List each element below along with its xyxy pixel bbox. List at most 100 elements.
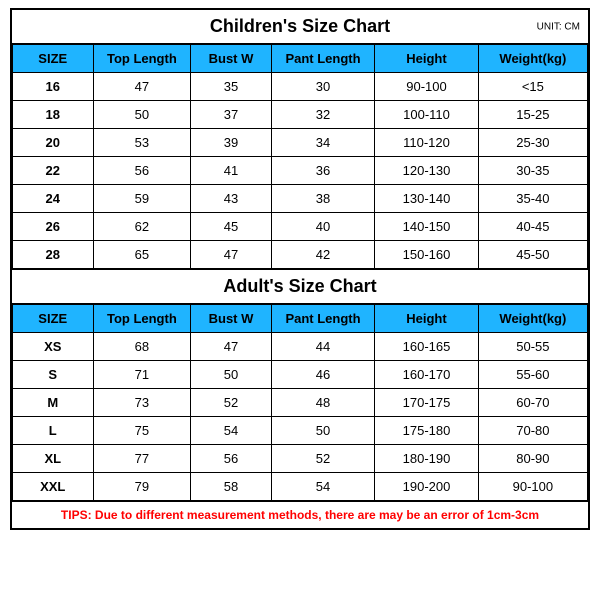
size-cell: 28 bbox=[13, 241, 94, 269]
size-cell: XS bbox=[13, 333, 94, 361]
data-cell: 37 bbox=[191, 101, 272, 129]
children-title-row: Children's Size Chart UNIT: CM bbox=[12, 10, 588, 44]
data-cell: 55-60 bbox=[478, 361, 587, 389]
table-row: 22564136120-13030-35 bbox=[13, 157, 588, 185]
data-cell: 53 bbox=[93, 129, 191, 157]
data-cell: 79 bbox=[93, 473, 191, 501]
data-cell: 140-150 bbox=[375, 213, 479, 241]
data-cell: 47 bbox=[191, 333, 272, 361]
table-row: 24594338130-14035-40 bbox=[13, 185, 588, 213]
data-cell: 15-25 bbox=[478, 101, 587, 129]
table-row: 20533934110-12025-30 bbox=[13, 129, 588, 157]
data-cell: 71 bbox=[93, 361, 191, 389]
table-row: S715046160-17055-60 bbox=[13, 361, 588, 389]
data-cell: 58 bbox=[191, 473, 272, 501]
data-cell: 39 bbox=[191, 129, 272, 157]
size-cell: 20 bbox=[13, 129, 94, 157]
size-cell: M bbox=[13, 389, 94, 417]
data-cell: 34 bbox=[271, 129, 375, 157]
data-cell: 35-40 bbox=[478, 185, 587, 213]
table-row: XS684744160-16550-55 bbox=[13, 333, 588, 361]
data-cell: 70-80 bbox=[478, 417, 587, 445]
size-cell: XL bbox=[13, 445, 94, 473]
data-cell: 40-45 bbox=[478, 213, 587, 241]
column-header: Top Length bbox=[93, 305, 191, 333]
data-cell: 56 bbox=[191, 445, 272, 473]
data-cell: 48 bbox=[271, 389, 375, 417]
children-table: SIZETop LengthBust WPant LengthHeightWei… bbox=[12, 44, 588, 269]
data-cell: 52 bbox=[191, 389, 272, 417]
table-row: 26624540140-15040-45 bbox=[13, 213, 588, 241]
size-chart-container: Children's Size Chart UNIT: CM SIZETop L… bbox=[10, 8, 590, 530]
table-row: XXL795854190-20090-100 bbox=[13, 473, 588, 501]
data-cell: 30 bbox=[271, 73, 375, 101]
adult-table: SIZETop LengthBust WPant LengthHeightWei… bbox=[12, 304, 588, 501]
data-cell: 73 bbox=[93, 389, 191, 417]
data-cell: 65 bbox=[93, 241, 191, 269]
data-cell: 175-180 bbox=[375, 417, 479, 445]
data-cell: 120-130 bbox=[375, 157, 479, 185]
data-cell: <15 bbox=[478, 73, 587, 101]
column-header: Pant Length bbox=[271, 45, 375, 73]
table-row: 1647353090-100<15 bbox=[13, 73, 588, 101]
data-cell: 110-120 bbox=[375, 129, 479, 157]
data-cell: 45 bbox=[191, 213, 272, 241]
column-header: Pant Length bbox=[271, 305, 375, 333]
data-cell: 62 bbox=[93, 213, 191, 241]
data-cell: 77 bbox=[93, 445, 191, 473]
column-header: Bust W bbox=[191, 45, 272, 73]
data-cell: 130-140 bbox=[375, 185, 479, 213]
data-cell: 35 bbox=[191, 73, 272, 101]
data-cell: 47 bbox=[191, 241, 272, 269]
data-cell: 180-190 bbox=[375, 445, 479, 473]
data-cell: 59 bbox=[93, 185, 191, 213]
size-cell: 22 bbox=[13, 157, 94, 185]
data-cell: 80-90 bbox=[478, 445, 587, 473]
data-cell: 42 bbox=[271, 241, 375, 269]
data-cell: 56 bbox=[93, 157, 191, 185]
data-cell: 90-100 bbox=[375, 73, 479, 101]
adult-section: Adult's Size Chart SIZETop LengthBust WP… bbox=[12, 269, 588, 501]
table-row: XL775652180-19080-90 bbox=[13, 445, 588, 473]
data-cell: 40 bbox=[271, 213, 375, 241]
unit-label: UNIT: CM bbox=[537, 21, 580, 32]
size-cell: 18 bbox=[13, 101, 94, 129]
size-cell: S bbox=[13, 361, 94, 389]
table-row: 18503732100-11015-25 bbox=[13, 101, 588, 129]
size-cell: 16 bbox=[13, 73, 94, 101]
data-cell: 170-175 bbox=[375, 389, 479, 417]
column-header: Bust W bbox=[191, 305, 272, 333]
table-row: M735248170-17560-70 bbox=[13, 389, 588, 417]
data-cell: 50-55 bbox=[478, 333, 587, 361]
data-cell: 100-110 bbox=[375, 101, 479, 129]
data-cell: 68 bbox=[93, 333, 191, 361]
children-title: Children's Size Chart bbox=[210, 16, 390, 36]
data-cell: 160-170 bbox=[375, 361, 479, 389]
data-cell: 46 bbox=[271, 361, 375, 389]
adult-header-row: SIZETop LengthBust WPant LengthHeightWei… bbox=[13, 305, 588, 333]
size-cell: 24 bbox=[13, 185, 94, 213]
children-header-row: SIZETop LengthBust WPant LengthHeightWei… bbox=[13, 45, 588, 73]
size-cell: 26 bbox=[13, 213, 94, 241]
size-cell: L bbox=[13, 417, 94, 445]
data-cell: 150-160 bbox=[375, 241, 479, 269]
table-row: 28654742150-16045-50 bbox=[13, 241, 588, 269]
column-header: Weight(kg) bbox=[478, 45, 587, 73]
adult-title: Adult's Size Chart bbox=[223, 276, 376, 296]
column-header: SIZE bbox=[13, 305, 94, 333]
data-cell: 47 bbox=[93, 73, 191, 101]
data-cell: 50 bbox=[93, 101, 191, 129]
data-cell: 43 bbox=[191, 185, 272, 213]
data-cell: 52 bbox=[271, 445, 375, 473]
data-cell: 190-200 bbox=[375, 473, 479, 501]
tips-note: TIPS: Due to different measurement metho… bbox=[12, 501, 588, 528]
data-cell: 54 bbox=[271, 473, 375, 501]
data-cell: 30-35 bbox=[478, 157, 587, 185]
column-header: Top Length bbox=[93, 45, 191, 73]
column-header: Height bbox=[375, 305, 479, 333]
data-cell: 50 bbox=[191, 361, 272, 389]
column-header: Weight(kg) bbox=[478, 305, 587, 333]
column-header: Height bbox=[375, 45, 479, 73]
data-cell: 32 bbox=[271, 101, 375, 129]
data-cell: 25-30 bbox=[478, 129, 587, 157]
